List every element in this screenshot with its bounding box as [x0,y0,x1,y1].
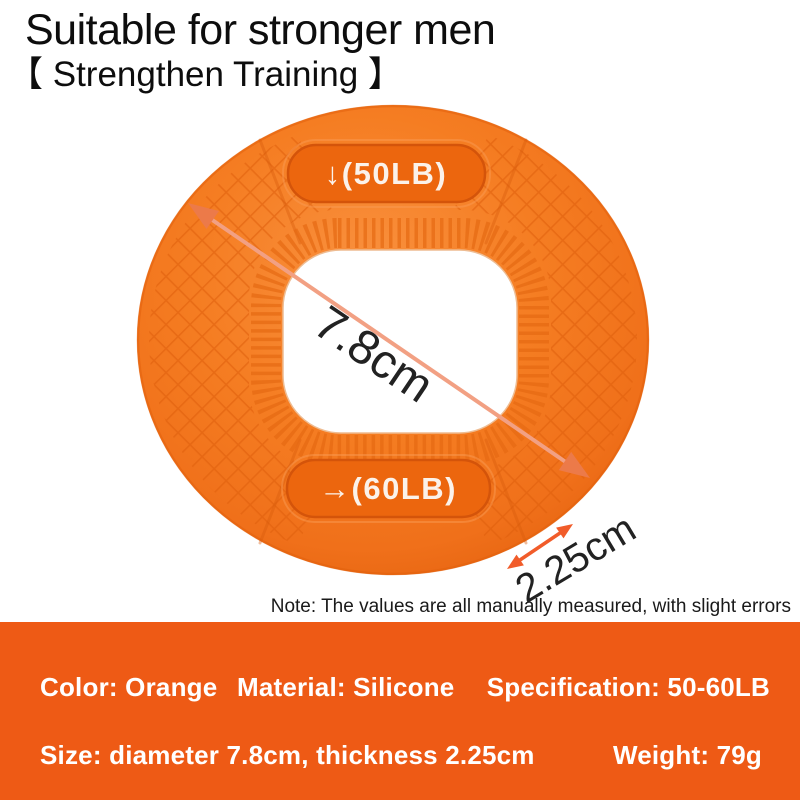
bottom-label-recess [285,458,492,519]
strength-label-top: ↓(50LB) [325,156,447,191]
spec-size: Size: diameter 7.8cm, thickness 2.25cm [40,740,535,770]
inner-ribs [251,218,549,465]
top-label-recess [286,143,487,204]
spec-specification: Specification: 50-60LB [486,672,770,702]
spec-material: Material: Silicone [237,672,455,702]
grip-ring-image: ↓(50LB) →(60LB) 7.8cm [130,95,670,585]
page-subtitle: 【 Strengthen Training 】 [8,55,403,94]
spec-row-1: Color: Orange Material: Silicone Specifi… [0,672,800,704]
cap-grooves [258,138,528,545]
thickness-arrow-icon [507,524,573,569]
strength-label-bottom: →(60LB) [319,471,457,506]
thickness-measure: 2.25cm [507,506,643,612]
spec-banner: Color: Orange Material: Silicone Specifi… [0,622,800,800]
spec-color: Color: Orange [40,672,218,702]
bottom-label-recess-highlight [281,454,496,523]
diameter-arrow-icon [188,203,590,478]
measurement-note: Note: The values are all manually measur… [270,596,791,617]
spec-weight: Weight: 79g [612,740,762,770]
spec-row-2: Size: diameter 7.8cm, thickness 2.25cm W… [0,740,800,772]
top-label-recess-highlight [282,139,491,208]
page-title: Suitable for stronger men [25,6,496,54]
